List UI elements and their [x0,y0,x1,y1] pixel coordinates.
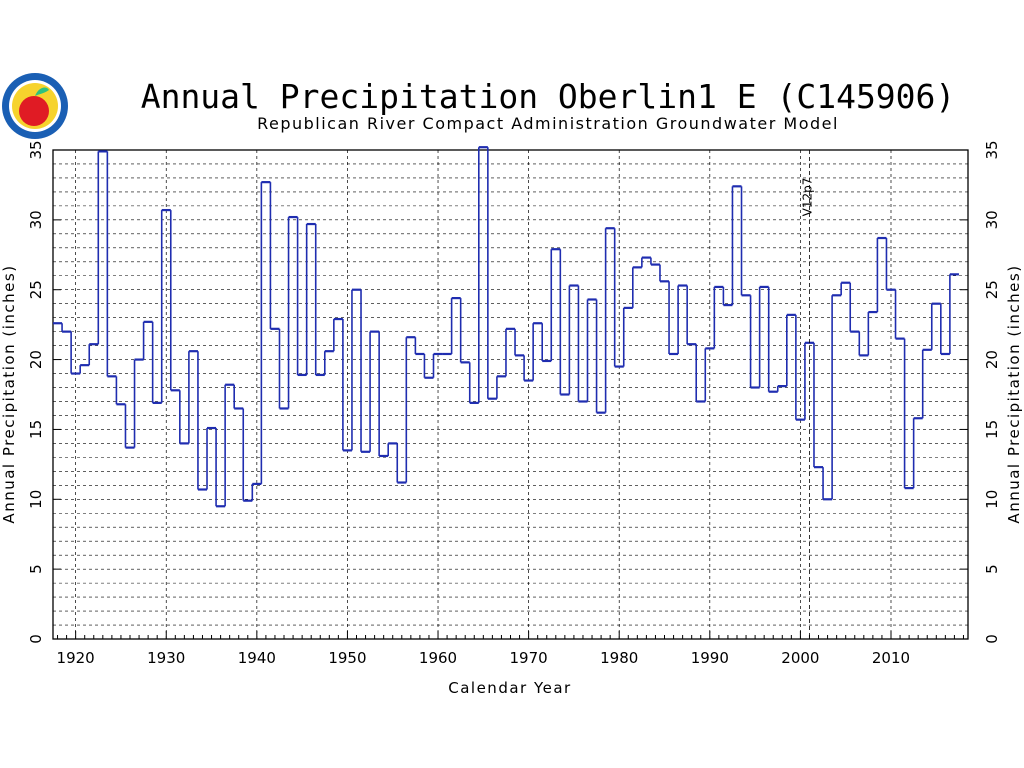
y-tick-label-right: 35 [983,140,1001,159]
y-tick-label-right: 30 [983,210,1001,229]
y-tick-label-left: 10 [27,490,45,509]
plot-frame [52,149,969,640]
y-tick-label-right: 5 [983,564,1001,574]
y-tick-label-left: 5 [27,564,45,574]
y-tick-label-right: 25 [983,280,1001,299]
apple-icon [19,96,49,126]
x-tick-label: 1980 [600,649,638,667]
y-tick-label-left: 30 [27,210,45,229]
y-tick-label-right: 0 [983,634,1001,644]
x-tick-label: 1990 [691,649,729,667]
y-tick-label-left: 20 [27,350,45,369]
y-tick-label-left: 35 [27,140,45,159]
annotation-label: V12p7 [800,178,814,217]
x-tick-label: 1940 [238,649,276,667]
y-tick-label-right: 20 [983,350,1001,369]
series-precipitation [53,146,959,508]
y-tick-label-left: 25 [27,280,45,299]
y-axis-label-left: Annual Precipitation (inches) [0,264,18,523]
x-tick-label: 2010 [872,649,910,667]
y-tick-label-right: 10 [983,490,1001,509]
chart-title: Annual Precipitation Oberlin1 E (C145906… [141,77,956,116]
x-tick-label: 2000 [781,649,819,667]
axis-ticks: 1920 1930 1940 1950 1960 1970 1980 1990 2000 2010… [27,140,1001,667]
annotation: V12p7 [800,150,814,639]
grid [53,150,968,639]
chart-subtitle: Republican River Compact Administration … [257,114,839,133]
x-tick-label: 1970 [510,649,548,667]
apple-seal-logo [2,73,68,139]
x-tick-label: 1930 [147,649,185,667]
y-tick-label-right: 15 [983,420,1001,439]
x-tick-label: 1920 [57,649,95,667]
y-tick-label-left: 0 [27,634,45,644]
y-tick-label-left: 15 [27,420,45,439]
x-tick-label: 1950 [328,649,366,667]
y-axis-label-right: Annual Precipitation (inches) [1005,264,1023,523]
x-tick-label: 1960 [419,649,457,667]
leaf-icon [35,87,49,96]
x-axis-label: Calendar Year [448,679,571,697]
